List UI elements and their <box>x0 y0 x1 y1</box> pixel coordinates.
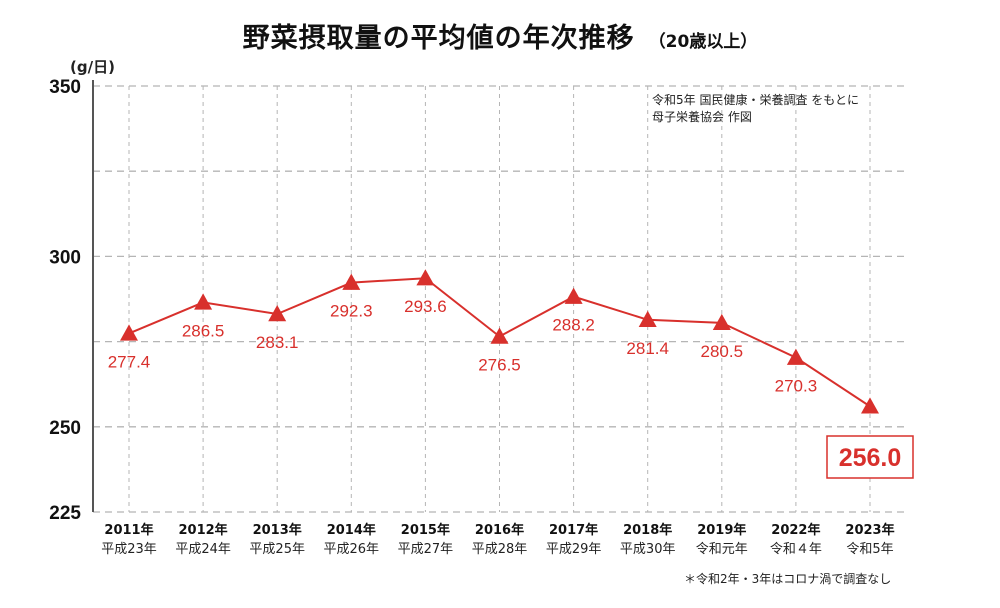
x-tick-label-year: 2019年 <box>697 522 746 538</box>
y-tick-label: 300 <box>49 247 81 268</box>
y-tick-label: 350 <box>49 77 81 98</box>
x-tick-label-era: 平成28年 <box>472 542 528 557</box>
x-tick-label-year: 2016年 <box>475 522 524 538</box>
x-tick-label-year: 2013年 <box>253 522 302 538</box>
data-label: 292.3 <box>330 302 373 321</box>
data-point-marker <box>120 324 138 341</box>
data-point-marker <box>268 304 287 322</box>
x-tick-label-era: 平成25年 <box>249 542 305 557</box>
data-label: 288.2 <box>552 316 595 335</box>
data-point-marker <box>786 348 805 365</box>
x-tick-label-era: 令和元年 <box>696 542 748 557</box>
x-tick-label-year: 2018年 <box>623 522 672 538</box>
data-label: 270.3 <box>775 377 818 396</box>
data-point-marker <box>490 327 509 344</box>
x-tick-label-era: 令和5年 <box>846 542 893 557</box>
data-point-marker <box>564 287 583 304</box>
footnote: ＊令和2年・3年はコロナ渦で調査なし <box>684 572 892 586</box>
x-tick-label-era: 平成24年 <box>175 542 231 557</box>
x-tick-label-year: 2017年 <box>549 522 598 538</box>
data-label-highlight: 256.0 <box>839 444 902 472</box>
source-line: 母子栄養協会 作図 <box>652 110 752 124</box>
x-tick-label-era: 平成27年 <box>398 542 454 557</box>
y-axis-unit-label: (g/日) <box>70 58 115 76</box>
data-point-marker <box>342 273 361 290</box>
x-tick-label-era: 平成23年 <box>101 542 157 557</box>
data-point-marker <box>416 269 435 286</box>
data-point-marker <box>194 293 213 310</box>
source-note: 令和5年 国民健康・栄養調査 をもとに 母子栄養協会 作図 <box>652 92 859 126</box>
chart-title: 野菜摂取量の平均値の年次推移 <box>242 23 635 54</box>
x-tick-label-year: 2012年 <box>179 522 228 538</box>
x-tick-label-era: 平成30年 <box>620 542 676 557</box>
data-point-marker <box>712 313 731 331</box>
data-label: 283.1 <box>256 333 299 352</box>
x-tick-label-year: 2011年 <box>104 522 153 538</box>
data-label: 281.4 <box>626 339 669 358</box>
chart-subtitle: （20歳以上） <box>648 32 758 52</box>
x-tick-label-era: 平成29年 <box>546 542 602 557</box>
x-tick-label-year: 2022年 <box>771 522 820 538</box>
y-tick-label: 225 <box>49 503 81 524</box>
highlight-label-box <box>826 435 914 479</box>
data-label: 276.5 <box>478 355 521 374</box>
data-label: 277.4 <box>108 352 151 371</box>
x-tick-label-year: 2023年 <box>845 522 894 538</box>
x-tick-label-era: 平成26年 <box>324 542 380 557</box>
data-label: 293.6 <box>404 297 447 316</box>
data-label: 286.5 <box>182 321 225 340</box>
x-tick-label-year: 2014年 <box>327 522 376 538</box>
title-block: 野菜摂取量の平均値の年次推移 （20歳以上） <box>0 16 1000 55</box>
source-line: 令和5年 国民健康・栄養調査 をもとに <box>652 93 860 107</box>
y-tick-label: 250 <box>49 418 81 439</box>
x-tick-label-era: 令和４年 <box>770 542 822 557</box>
data-point-marker <box>638 310 657 327</box>
data-label: 280.5 <box>701 342 744 361</box>
data-point-marker <box>861 397 879 414</box>
x-tick-label-year: 2015年 <box>401 522 450 538</box>
